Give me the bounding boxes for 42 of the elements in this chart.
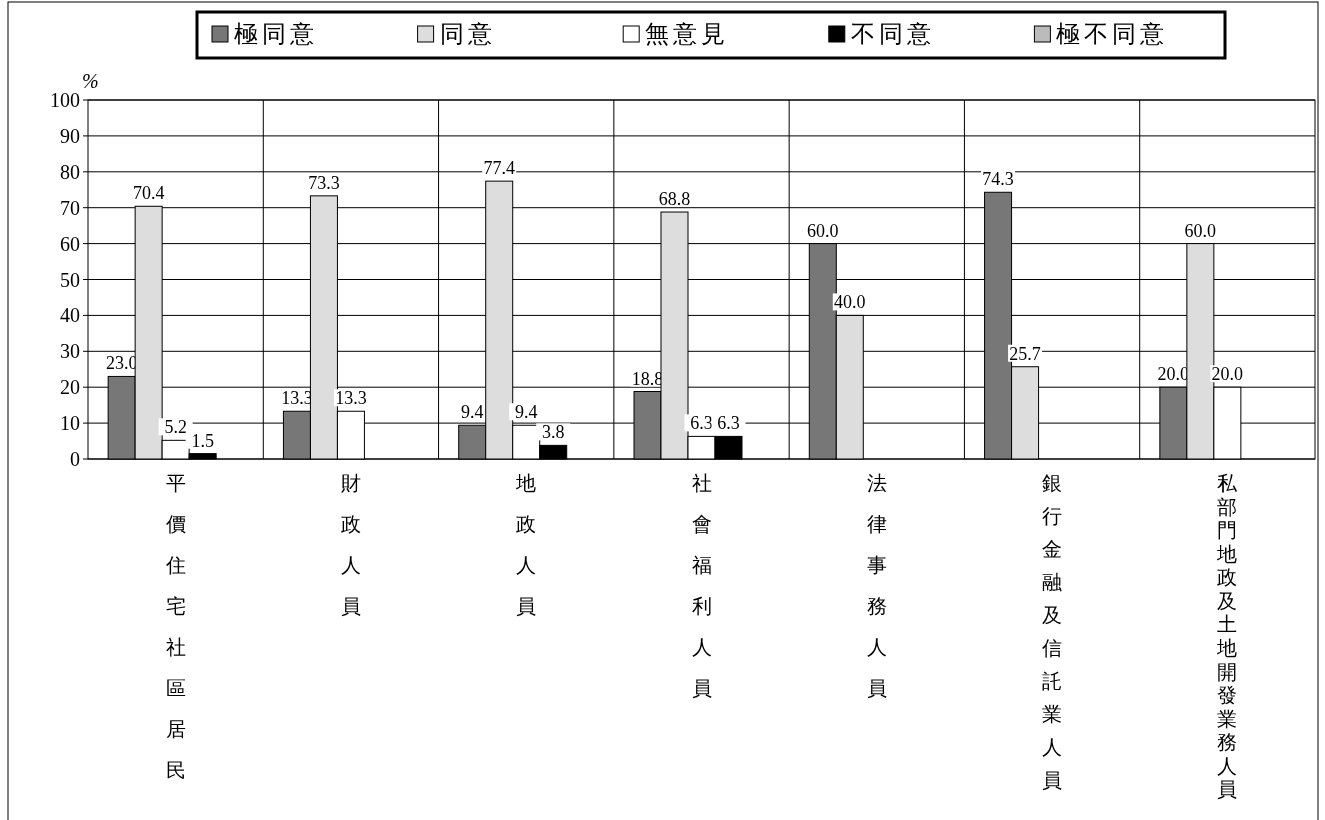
x-tick-label: 地政人員 [515,471,537,618]
legend-label: 極不同意 [1056,20,1169,48]
y-tick-label: 100 [50,89,80,111]
legend-label: 無意見 [645,20,730,48]
data-label: 60.0 [807,220,839,241]
data-label: 20.0 [1211,364,1244,385]
y-tick-label: 60 [60,232,80,255]
data-label: 73.3 [308,172,340,193]
data-label: 77.4 [483,158,515,179]
category-label: 銀行金融及信託業人員 [1042,471,1063,792]
data-label: 40.0 [834,292,866,313]
data-label: 70.4 [132,183,165,204]
x-tick-label: 法律事務人員 [866,471,887,700]
y-tick-label: 30 [60,340,80,363]
y-tick-label: 90 [60,124,80,147]
data-label: 25.7 [1009,343,1041,364]
x-tick-label: 財政人員 [340,471,361,618]
data-label: 6.3 [717,413,740,434]
y-axis-title: % [82,70,99,92]
data-label: 13.3 [335,388,367,409]
data-label: 1.5 [191,430,214,451]
data-label: 9.4 [514,402,538,423]
legend-label: 極同意 [234,20,318,48]
y-tick-label: 10 [60,412,80,435]
data-label: 60.0 [1184,220,1217,241]
data-label: 68.8 [658,189,691,210]
y-tick-label: 40 [60,304,80,327]
y-tick-label: 0 [70,448,80,470]
data-label: 74.3 [982,169,1014,190]
y-tick-label: 50 [60,268,80,291]
data-label: 9.4 [460,402,484,423]
category-label: 私部門地政及土地開發業務人員 [1217,472,1238,802]
y-tick-label: 20 [60,376,80,399]
data-label: 3.8 [541,422,565,443]
x-tick-label: 社會福利人員 [691,471,712,700]
y-tick-label: 80 [60,160,80,183]
y-tick-label: 70 [60,196,80,219]
data-label: 5.2 [164,417,187,438]
legend-label: 同意 [439,20,496,48]
x-tick-label: 平價住宅社區居民 [164,471,186,782]
legend-label: 不同意 [850,20,935,48]
data-label: 6.3 [690,413,713,434]
